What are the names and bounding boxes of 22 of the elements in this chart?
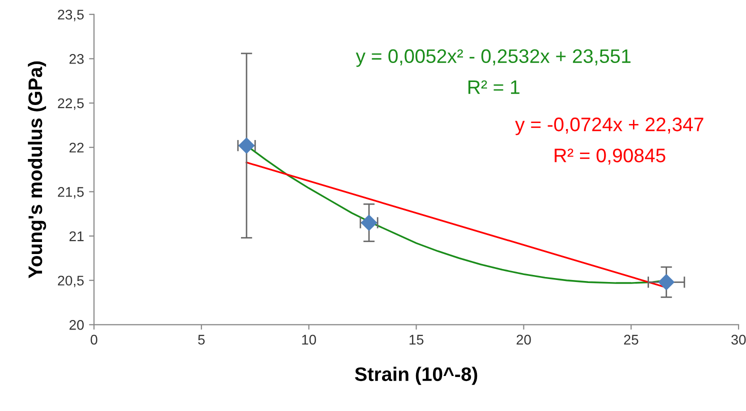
point [658, 274, 674, 290]
x-tick-label: 30 [731, 334, 746, 345]
x-tick-label: 0 [90, 334, 98, 345]
y-tick-label: 20,5 [58, 276, 84, 288]
y-tick-label: 21 [70, 231, 84, 242]
y-tick-label: 23 [70, 54, 84, 64]
y-tick-label: 22 [70, 142, 84, 152]
y-tick-label: 20 [70, 320, 84, 330]
y-tick-label: 23,5 [58, 10, 84, 22]
x-tick-label: 15 [410, 334, 424, 345]
x-tick-label: 10 [302, 334, 316, 345]
x-tick-label: 25 [624, 334, 638, 345]
annotation: R² = 1 [468, 80, 520, 94]
y-tick-label: 22,5 [58, 98, 84, 110]
x-tick-label: 20 [516, 334, 531, 345]
annotation: R² = 0,90845 [554, 148, 666, 165]
annotation: y = -0,0724x + 22,347 [515, 118, 704, 136]
y-tick-label: 21,5 [58, 187, 84, 199]
y-axis-title: Young's modulus (GPa) [28, 61, 46, 278]
annotation: y = 0,0052x² - 0,2532x + 23,551 [356, 49, 631, 67]
x-axis-title: Strain (10^-8) [354, 366, 478, 385]
x-tick-label: 5 [198, 334, 205, 345]
